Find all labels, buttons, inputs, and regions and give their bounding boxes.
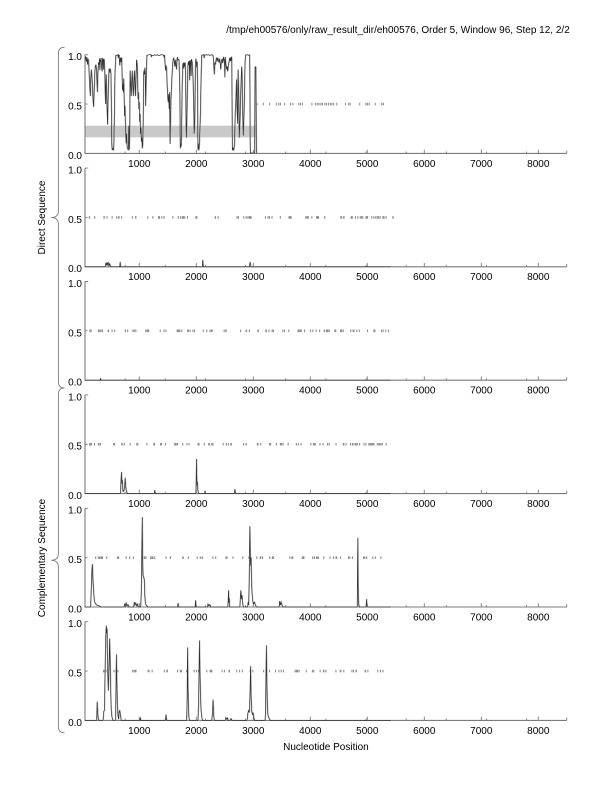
svg-text:2000: 2000 <box>185 726 208 737</box>
svg-text:2000: 2000 <box>185 272 208 283</box>
svg-text:1000: 1000 <box>128 612 151 623</box>
svg-text:0.5: 0.5 <box>68 328 82 339</box>
svg-text:5000: 5000 <box>356 499 379 510</box>
svg-text:2000: 2000 <box>185 159 208 170</box>
svg-text:Complementary Sequence: Complementary Sequence <box>37 498 48 617</box>
svg-text:4000: 4000 <box>299 159 322 170</box>
svg-text:4000: 4000 <box>299 726 322 737</box>
svg-text:1000: 1000 <box>128 159 151 170</box>
svg-text:7000: 7000 <box>470 499 493 510</box>
svg-text:0.5: 0.5 <box>68 555 82 566</box>
svg-text:6000: 6000 <box>413 499 436 510</box>
svg-text:7000: 7000 <box>470 159 493 170</box>
svg-text:0.5: 0.5 <box>68 215 82 226</box>
svg-text:0.0: 0.0 <box>68 264 82 275</box>
svg-text:Nucleotide Position: Nucleotide Position <box>283 742 369 753</box>
svg-text:0.5: 0.5 <box>68 442 82 453</box>
svg-text:1.0: 1.0 <box>68 52 82 63</box>
svg-text:3000: 3000 <box>242 272 265 283</box>
svg-text:0.0: 0.0 <box>68 378 82 389</box>
svg-text:4000: 4000 <box>299 499 322 510</box>
svg-text:1000: 1000 <box>128 272 151 283</box>
svg-text:Direct Sequence: Direct Sequence <box>37 180 48 254</box>
svg-text:5000: 5000 <box>356 612 379 623</box>
svg-text:1.0: 1.0 <box>68 506 82 517</box>
svg-text:8000: 8000 <box>527 612 550 623</box>
svg-text:6000: 6000 <box>413 386 436 397</box>
svg-text:3000: 3000 <box>242 726 265 737</box>
svg-text:6000: 6000 <box>413 612 436 623</box>
svg-text:5000: 5000 <box>356 726 379 737</box>
svg-text:5000: 5000 <box>356 386 379 397</box>
svg-text:1.0: 1.0 <box>68 619 82 630</box>
svg-text:6000: 6000 <box>413 726 436 737</box>
svg-text:6000: 6000 <box>413 272 436 283</box>
svg-text:/tmp/eh00576/only/raw_result_d: /tmp/eh00576/only/raw_result_dir/eh00576… <box>226 25 570 36</box>
svg-text:3000: 3000 <box>242 499 265 510</box>
svg-text:3000: 3000 <box>242 386 265 397</box>
svg-text:1000: 1000 <box>128 386 151 397</box>
svg-text:5000: 5000 <box>356 159 379 170</box>
svg-text:0.5: 0.5 <box>68 668 82 679</box>
svg-text:8000: 8000 <box>527 159 550 170</box>
svg-text:1000: 1000 <box>128 726 151 737</box>
svg-text:6000: 6000 <box>413 159 436 170</box>
svg-text:8000: 8000 <box>527 386 550 397</box>
svg-text:4000: 4000 <box>299 612 322 623</box>
svg-text:7000: 7000 <box>470 612 493 623</box>
svg-text:8000: 8000 <box>527 726 550 737</box>
svg-text:0.0: 0.0 <box>68 718 82 729</box>
svg-text:8000: 8000 <box>527 272 550 283</box>
svg-text:3000: 3000 <box>242 612 265 623</box>
svg-text:1.0: 1.0 <box>68 279 82 290</box>
svg-text:1000: 1000 <box>128 499 151 510</box>
svg-text:7000: 7000 <box>470 726 493 737</box>
svg-text:2000: 2000 <box>185 499 208 510</box>
svg-text:7000: 7000 <box>470 386 493 397</box>
svg-text:4000: 4000 <box>299 386 322 397</box>
svg-text:0.0: 0.0 <box>68 151 82 162</box>
svg-text:1.0: 1.0 <box>68 392 82 403</box>
svg-text:5000: 5000 <box>356 272 379 283</box>
svg-text:0.0: 0.0 <box>68 604 82 615</box>
svg-text:4000: 4000 <box>299 272 322 283</box>
svg-text:2000: 2000 <box>185 386 208 397</box>
svg-text:3000: 3000 <box>242 159 265 170</box>
svg-text:8000: 8000 <box>527 499 550 510</box>
svg-text:1.0: 1.0 <box>68 166 82 177</box>
svg-text:7000: 7000 <box>470 272 493 283</box>
svg-text:0.5: 0.5 <box>68 101 82 112</box>
svg-text:2000: 2000 <box>185 612 208 623</box>
svg-text:0.0: 0.0 <box>68 491 82 502</box>
